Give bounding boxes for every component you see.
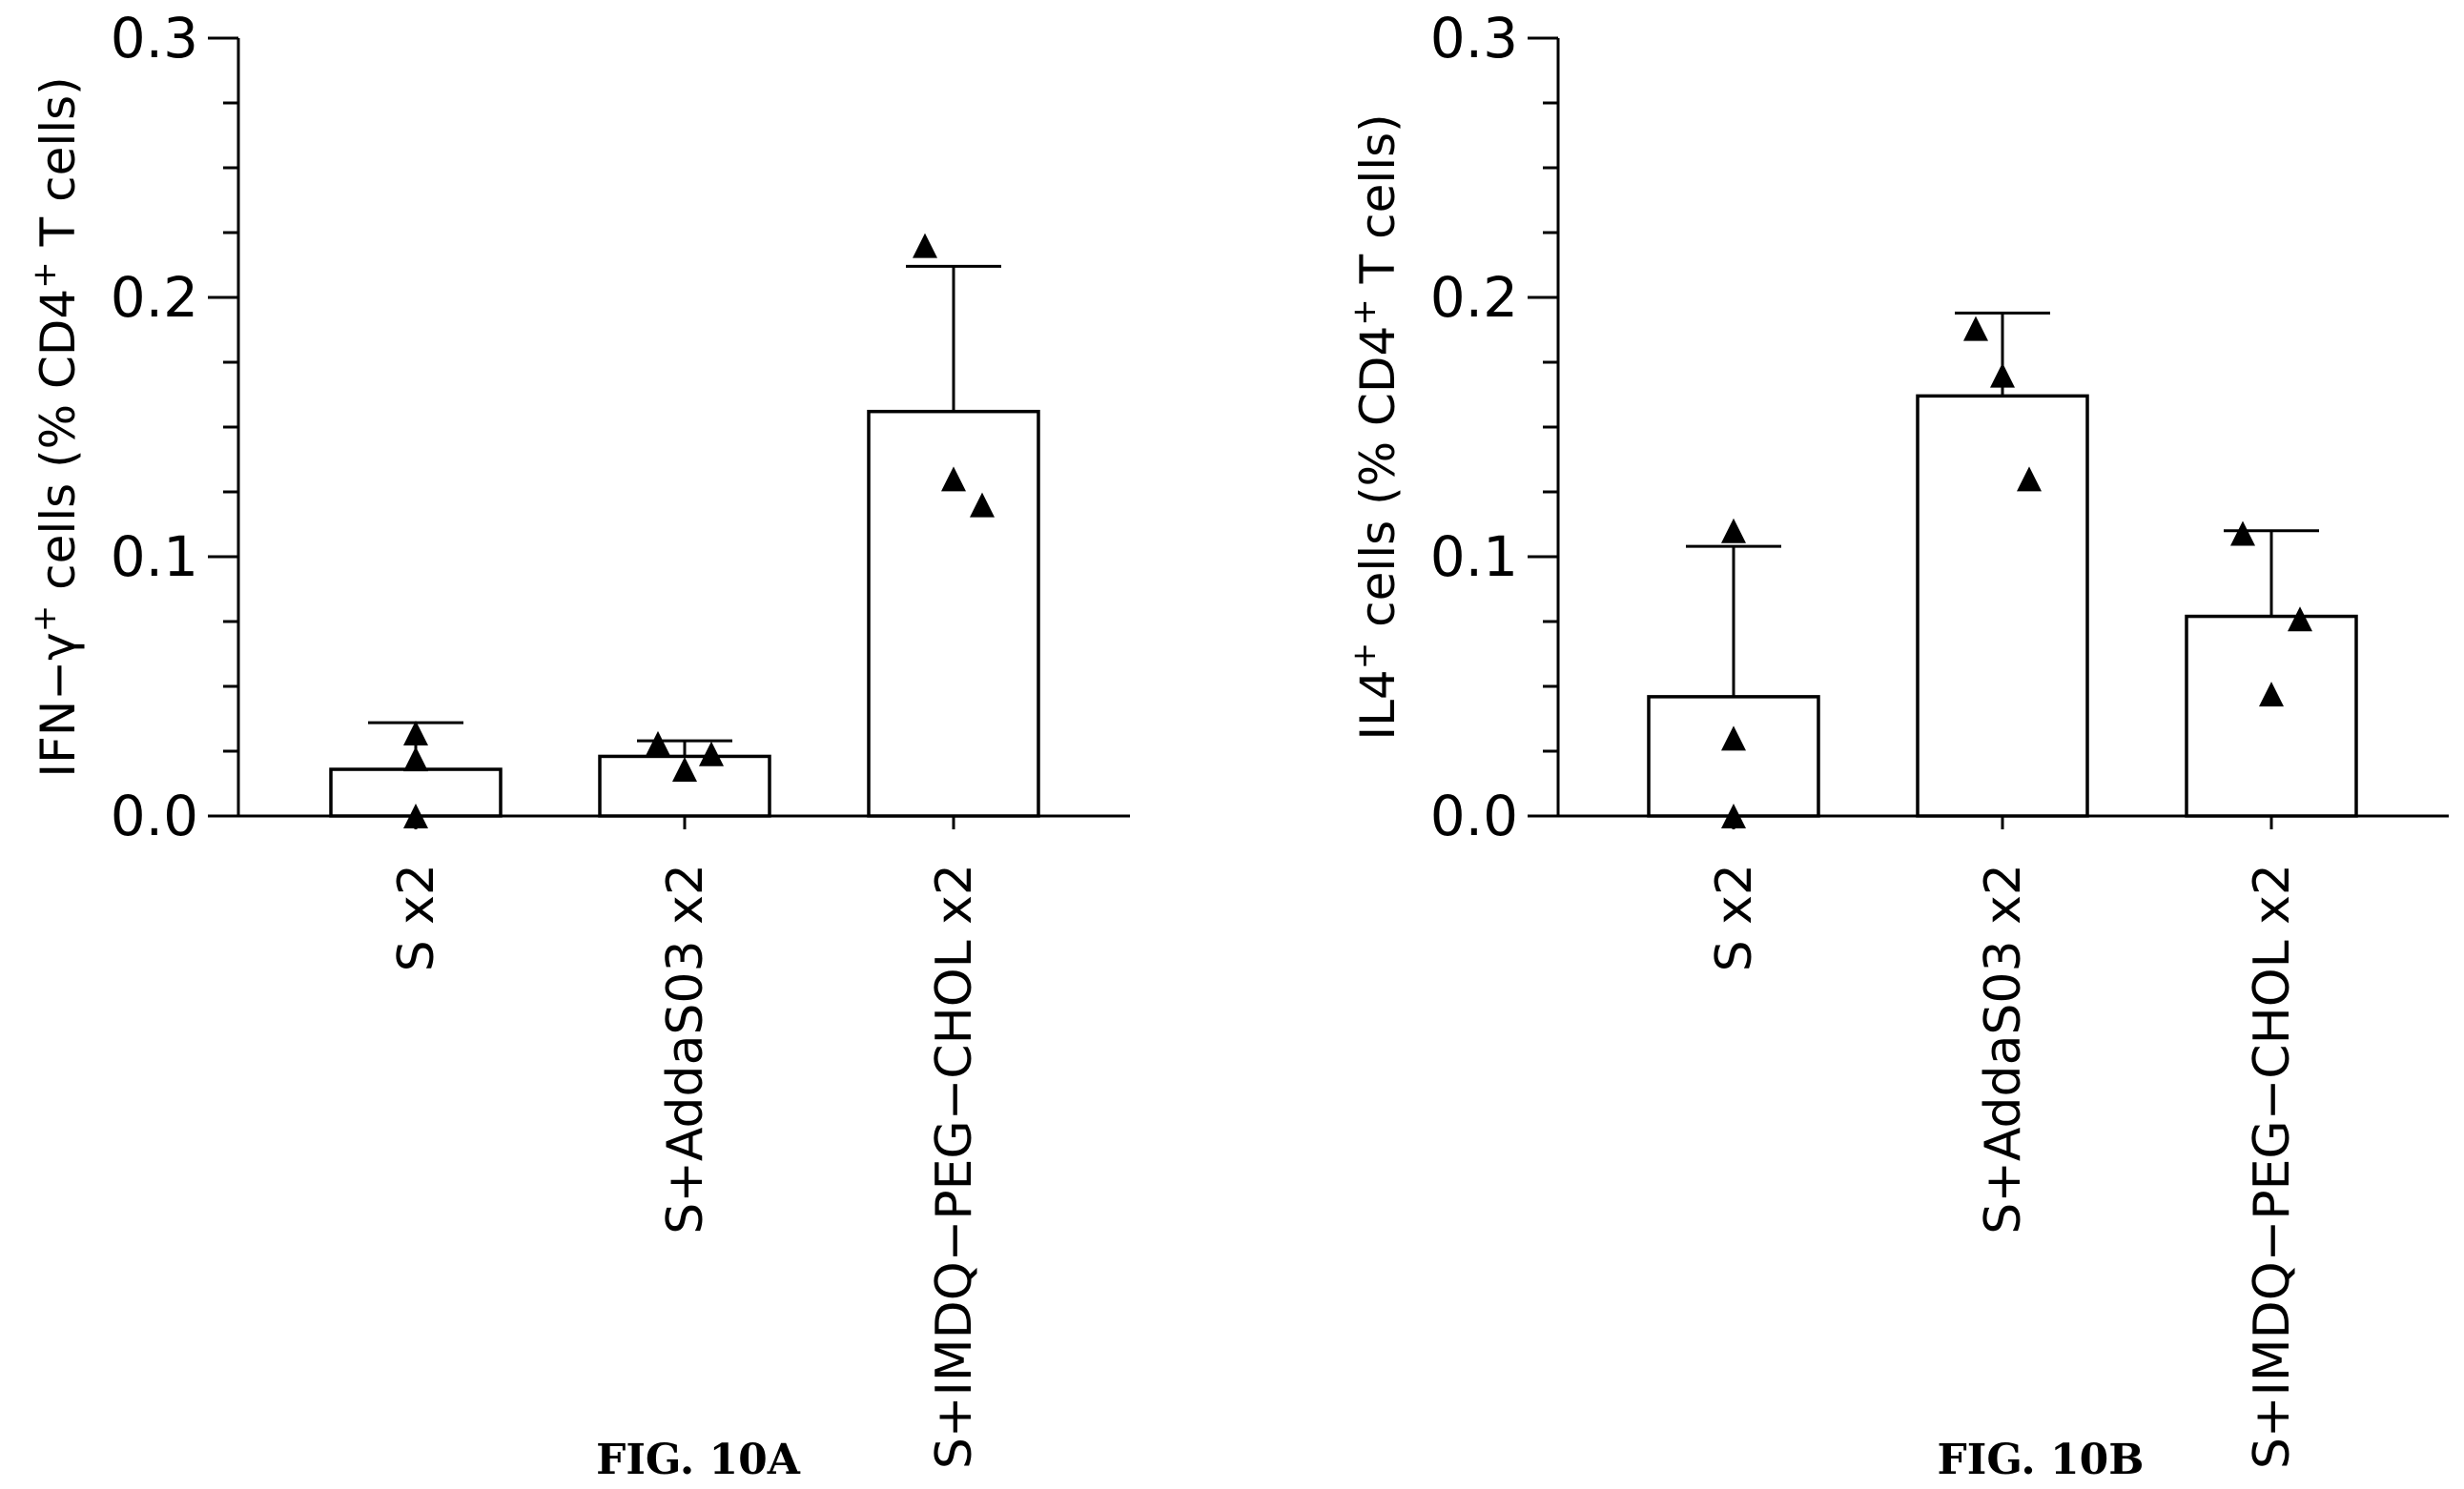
y-tick-label: 0.1 [1430,524,1518,589]
y-tick-label: 0.2 [111,265,198,330]
x-category-label: S+AddaS03 x2 [657,864,714,1234]
data-point-marker [1721,804,1746,828]
y-tick-label: 0.2 [1430,265,1518,330]
data-point-marker [646,730,670,756]
data-point-marker [403,804,428,828]
x-category-label: S+IMDQ−PEG−CHOL x2 [926,864,983,1469]
data-point-marker [2017,466,2042,492]
data-point-marker [403,746,428,772]
data-point-marker [1721,518,1746,543]
data-point-marker [2230,520,2255,546]
chart-panel-a: 0.0 0.1 0.2 0.3 IFN−γ+ cells (% CD4+ T cells… [26,6,1130,1484]
data-point-marker [2259,682,2284,707]
data-point-marker [1721,725,1746,751]
data-point-marker [672,757,697,783]
y-axis-label: IFN−γ+ cells (% CD4+ T cells) [26,76,86,777]
x-category-label: S+IMDQ−PEG−CHOL x2 [2244,864,2301,1469]
bar [2185,614,2358,818]
chart-panel-b: 0.0 0.1 0.2 0.3 IL4+ cells (% CD4+ T cells) S… [1345,6,2449,1484]
y-axis-label: IL4+ cells (% CD4+ T cells) [1345,113,1406,740]
data-point-marker [913,233,937,258]
data-point-marker [699,741,724,766]
data-point-marker [970,492,995,518]
x-category-label: S+AddaS03 x2 [1975,864,2032,1234]
bar [1916,394,2089,818]
x-category-label: S x2 [1706,864,1763,971]
x-category-label: S x2 [388,864,445,971]
y-tick-label: 0.3 [1430,6,1518,71]
bar [1647,695,1820,818]
y-tick-label: 0.3 [111,6,198,71]
y-tick-label: 0.0 [1430,784,1518,848]
figure-caption: FIG. 10A [596,1436,801,1484]
data-point-marker [941,466,966,492]
data-point-marker [2288,606,2312,632]
y-tick-label: 0.0 [111,784,198,848]
y-tick-label: 0.1 [111,524,198,589]
data-point-marker [1990,362,2015,388]
data-point-marker [1963,316,1988,341]
figure-caption: FIG. 10B [1938,1436,2145,1484]
data-point-marker [403,720,428,745]
